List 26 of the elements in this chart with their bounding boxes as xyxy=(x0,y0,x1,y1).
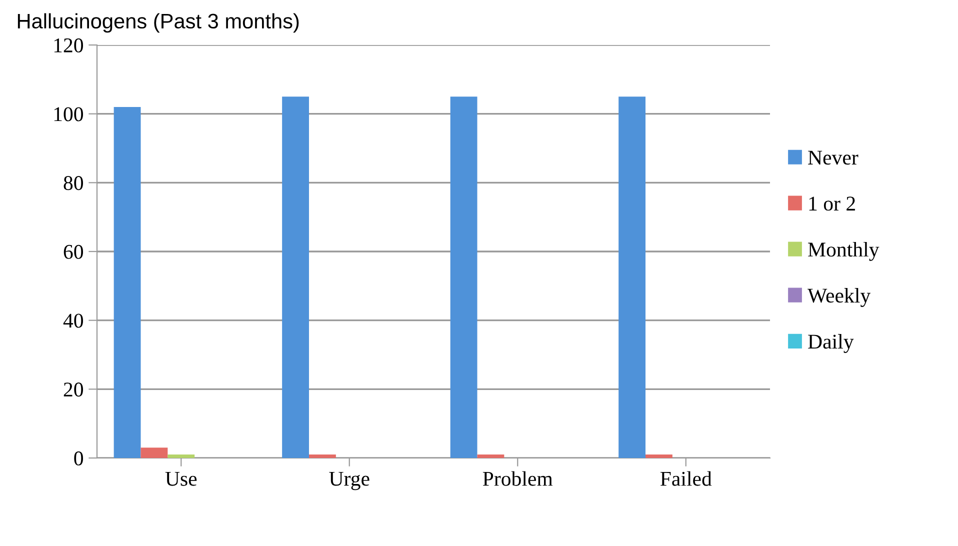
y-tick-label: 0 xyxy=(74,451,84,466)
legend-label: Never xyxy=(808,150,858,165)
bar xyxy=(450,96,478,458)
x-tick-label: Urge xyxy=(329,472,370,490)
chart-title: Hallucinogens (Past 3 months) xyxy=(18,13,299,33)
legend-label: Daily xyxy=(808,334,854,353)
bar xyxy=(645,454,672,458)
bar xyxy=(308,454,336,458)
x-tick-label: Failed xyxy=(660,471,712,486)
y-tick-label: 20 xyxy=(64,382,84,397)
y-tick-label: 80 xyxy=(64,176,84,190)
y-tick-label: 100 xyxy=(54,107,84,122)
bar xyxy=(282,96,309,458)
bar xyxy=(114,106,141,458)
y-tick-label: 60 xyxy=(64,244,84,259)
legend-label: Monthly xyxy=(808,242,880,261)
x-tick-label: Use xyxy=(165,472,197,486)
legend-label: 1 or 2 xyxy=(809,196,855,211)
bar xyxy=(140,448,168,458)
bar xyxy=(168,454,195,458)
bar xyxy=(618,96,646,458)
bar xyxy=(477,454,504,458)
x-tick-label: Problem xyxy=(482,471,553,486)
y-tick-label: 120 xyxy=(54,38,84,52)
legend-label: Weekly xyxy=(808,288,871,307)
y-tick-label: 40 xyxy=(63,314,84,328)
